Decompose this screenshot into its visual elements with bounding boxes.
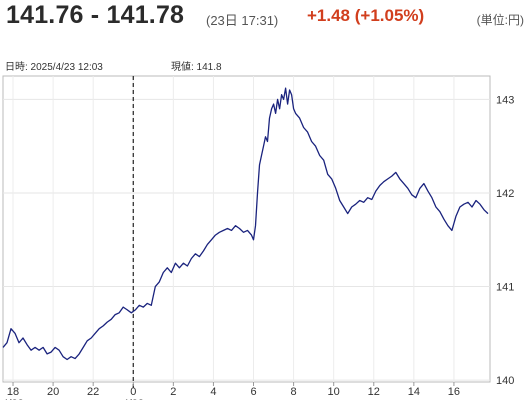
info-datetime: 日時: 2025/4/23 12:03: [5, 61, 103, 73]
x-date-label: 4/22: [2, 398, 23, 400]
x-tick-label: 22: [87, 386, 99, 398]
price-change: +1.48 (+1.05%): [307, 6, 425, 25]
price-chart[interactable]: 140 141 142 143 184/22 20 22 04/23 2 4 6 8 10 12 14 16…: [0, 38, 528, 400]
x-axis: 184/22 20 22 04/23 2 4 6 8 10 12 14 16: [2, 382, 460, 400]
x-tick-label: 2: [170, 386, 176, 398]
x-tick-label: 20: [47, 386, 59, 398]
x-tick-label: 16: [448, 386, 460, 398]
y-tick-label: 141: [496, 282, 514, 294]
plot-frame: [2, 75, 491, 383]
x-tick-label: 8: [291, 386, 297, 398]
x-tick-label: 6: [250, 386, 256, 398]
grid-layer: [3, 76, 490, 382]
x-tick-label: 14: [408, 386, 420, 398]
y-axis: 140 141 142 143: [496, 94, 514, 387]
x-tick-label: 10: [328, 386, 340, 398]
y-tick-label: 140: [496, 375, 514, 387]
price-range: 141.76 - 141.78: [6, 1, 185, 29]
x-tick-label: 18: [7, 386, 19, 398]
x-tick-label: 12: [368, 386, 380, 398]
unit-label: (単位:円): [476, 13, 524, 27]
y-tick-label: 143: [496, 94, 514, 106]
info-value: 現値: 141.8: [171, 60, 222, 73]
x-tick-label: 0: [130, 386, 136, 398]
price-line: [2, 87, 489, 361]
x-date-label: 4/23: [123, 398, 144, 400]
y-tick-label: 142: [496, 188, 514, 200]
quote-timestamp: (23日 17:31): [206, 13, 279, 28]
chart-area: 140 141 142 143 184/22 20 22 04/23 2 4 6 8 10 12 14 16…: [0, 38, 528, 400]
quote-header: 141.76 - 141.78 (23日 17:31) +1.48 (+1.05…: [4, 0, 526, 38]
x-tick-label: 4: [210, 386, 216, 398]
